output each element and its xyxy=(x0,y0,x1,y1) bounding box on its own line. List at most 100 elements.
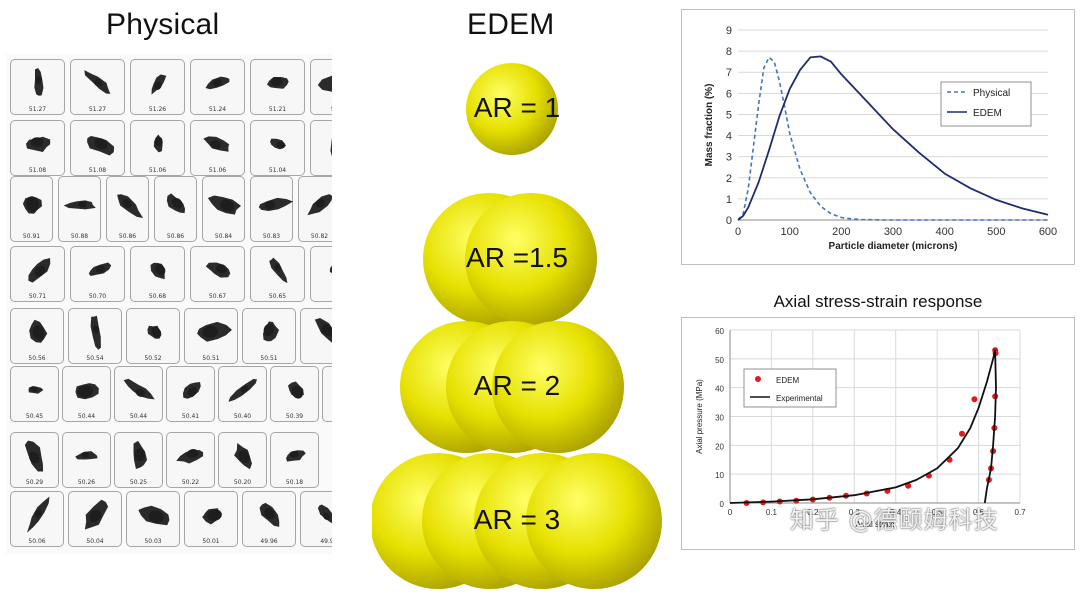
x-tick-label: 500 xyxy=(987,226,1005,238)
particle-cell: 49.9 xyxy=(300,491,332,547)
particle-cell: 50.71 xyxy=(10,246,65,302)
particle-silhouette xyxy=(69,492,123,538)
particle-label: 50.65 xyxy=(251,293,304,300)
aspect-ratio-shape: AR = 1 xyxy=(372,60,662,158)
particle-cell: 50.41 xyxy=(166,366,215,422)
particle-label: 51.27 xyxy=(11,106,64,113)
particle-label: 50.82 xyxy=(299,233,332,240)
particle-cell: 49.96 xyxy=(242,491,296,547)
particle-label: 50.20 xyxy=(219,479,266,486)
particle-label: 50.84 xyxy=(203,233,244,240)
particle-cell: 50.52 xyxy=(126,308,180,364)
particle-label: 51.24 xyxy=(191,106,244,113)
particle-cell: 50.40 xyxy=(218,366,267,422)
x-tick-label: 0.1 xyxy=(766,508,778,517)
particle-label: 49.9 xyxy=(301,538,332,545)
particle-label: 50.44 xyxy=(63,413,110,420)
y-tick-label: 5 xyxy=(726,109,732,121)
particle-label: 51.27 xyxy=(71,106,124,113)
particle-cell: 51.26 xyxy=(130,59,185,115)
particle-label: 50.01 xyxy=(185,538,237,545)
particle-silhouette xyxy=(107,177,150,233)
particle-silhouette xyxy=(63,433,112,479)
particle-cell: 51.21 xyxy=(250,59,305,115)
particle-cell: 50.82 xyxy=(298,176,332,242)
particle-silhouette xyxy=(69,309,123,355)
particle-cell: 50.56 xyxy=(10,308,64,364)
particle-label: 50.06 xyxy=(11,538,63,545)
data-point-edem xyxy=(971,396,977,402)
particle-cell: 50.45 xyxy=(10,366,59,422)
particle-label: 50.22 xyxy=(167,479,214,486)
aspect-ratio-shape: AR = 2 xyxy=(372,318,662,456)
particle-silhouette xyxy=(243,309,297,355)
particle-cell: 50.01 xyxy=(184,491,238,547)
particle-cell: 50.83 xyxy=(250,176,293,242)
particle-silhouette xyxy=(131,60,186,106)
aspect-ratio-shape: AR =1.5 xyxy=(372,190,662,328)
particle-cell: 50.22 xyxy=(166,432,215,488)
particle-cell: 50.68 xyxy=(130,246,185,302)
x-tick-label: 0 xyxy=(735,226,741,238)
particle-silhouette xyxy=(301,309,332,355)
physical-particle-grid: 51.2751.2751.2651.2451.2151.151.0851.085… xyxy=(6,54,332,554)
particle-cell: 50.29 xyxy=(10,432,59,488)
particle-cell: 50.86 xyxy=(154,176,197,242)
particle-silhouette xyxy=(301,492,332,538)
legend-label: Experimental xyxy=(776,394,823,403)
particle-label: 50.67 xyxy=(191,293,244,300)
particle-cell: 50.18 xyxy=(270,432,319,488)
x-tick-label: 0.7 xyxy=(1014,508,1026,517)
particle-cell: 50.88 xyxy=(58,176,101,242)
particle-cell: 50.84 xyxy=(202,176,245,242)
particle-silhouette xyxy=(127,492,181,538)
particle-cell: 51.06 xyxy=(190,120,245,176)
particle-cell: 50.26 xyxy=(62,432,111,488)
particle-label: 50.70 xyxy=(71,293,124,300)
x-tick-label: 400 xyxy=(935,226,953,238)
particle-label: 51.21 xyxy=(251,106,304,113)
particle-cell: 51.27 xyxy=(10,59,65,115)
particle-label: 50.83 xyxy=(251,233,292,240)
y-tick-label: 30 xyxy=(715,414,724,423)
particle-cell: 51.24 xyxy=(190,59,245,115)
particle-label: 51.08 xyxy=(71,167,124,174)
particle-label: 50.51 xyxy=(185,355,237,362)
y-tick-label: 8 xyxy=(726,46,732,58)
y-tick-label: 40 xyxy=(715,385,724,394)
y-tick-label: 20 xyxy=(715,442,724,451)
x-tick-label: 300 xyxy=(884,226,902,238)
x-tick-label: 600 xyxy=(1039,226,1057,238)
x-tick-label: 100 xyxy=(780,226,798,238)
particle-cell: 51.1 xyxy=(310,59,332,115)
y-tick-label: 0 xyxy=(726,215,732,227)
particle-silhouette xyxy=(271,367,320,413)
particle-silhouette xyxy=(251,121,306,167)
stress-strain-chart-title: Axial stress-strain response xyxy=(681,292,1075,312)
particle-silhouette xyxy=(271,433,320,479)
particle-silhouette xyxy=(251,177,294,233)
particle-silhouette xyxy=(71,247,126,293)
particle-cell xyxy=(300,308,332,364)
particle-silhouette xyxy=(131,121,186,167)
particle-silhouette xyxy=(59,177,102,233)
particle-silhouette xyxy=(11,177,54,233)
particle-cell: 50.91 xyxy=(10,176,53,242)
particle-label: 50.04 xyxy=(69,538,121,545)
particle-silhouette xyxy=(311,121,332,167)
particle-label: 50.68 xyxy=(131,293,184,300)
y-tick-label: 50 xyxy=(715,356,724,365)
particle-cell: 50.54 xyxy=(68,308,122,364)
particle-silhouette xyxy=(155,177,198,233)
physical-heading: Physical xyxy=(106,8,219,42)
y-tick-label: 60 xyxy=(715,327,724,336)
particle-silhouette xyxy=(185,309,239,355)
particle-label: 50.56 xyxy=(11,355,63,362)
particle-cell: 50.20 xyxy=(218,432,267,488)
particle-cell: 50.51 xyxy=(184,308,238,364)
particle-label: 50.29 xyxy=(11,479,58,486)
x-tick-label: 0 xyxy=(728,508,733,517)
particle-silhouette xyxy=(127,309,181,355)
